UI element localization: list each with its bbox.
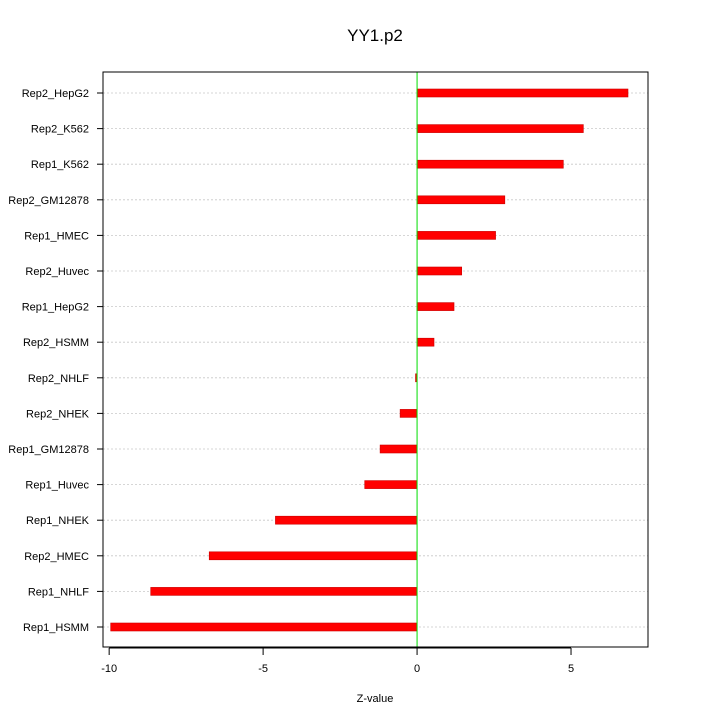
category-label: Rep1_Huvec [25,480,89,492]
bar-rep1-gm12878 [379,444,418,454]
category-label: Rep2_GM12878 [8,195,89,207]
category-label: Rep1_NHLF [28,586,89,598]
plot-frame [102,71,649,648]
category-label: Rep1_HepG2 [22,302,89,314]
chart-title: YY1.p2 [347,26,403,45]
bar-rep2-nhek [399,409,418,418]
category-label: Rep1_HSMM [23,622,89,634]
bar-layer [110,88,629,632]
category-label: Rep2_K562 [31,124,89,136]
bar-rep2-hsmm [416,337,435,347]
x-tick-label: 0 [414,663,420,675]
category-label: Rep1_HMEC [24,230,89,242]
bar-rep1-huvec [364,480,418,489]
x-tick-label: -5 [258,663,268,675]
bar-rep1-nhlf [150,587,418,596]
bar-rep2-hmec [208,551,418,561]
category-label: Rep2_HSMM [23,337,89,349]
x-tick-label: 5 [568,663,574,675]
category-label: Rep1_K562 [31,159,89,171]
x-axis: -10 -5 0 5 [101,647,574,675]
bar-rep2-gm12878 [416,195,506,205]
category-label: Rep2_HepG2 [22,88,89,100]
bar-rep2-hepg2 [416,88,629,98]
category-label: Rep2_Huvec [25,266,89,278]
category-label: Rep2_NHEK [26,408,90,420]
grid-layer [103,92,648,628]
bar-rep1-hmec [416,231,496,240]
category-label: Rep2_HMEC [24,551,89,563]
bar-rep1-nhek [275,515,418,525]
bar-rep1-hsmm [110,622,418,632]
category-labels: Rep2_HepG2 Rep2_K562 Rep1_K562 Rep2_GM12878… [8,88,103,634]
category-label: Rep1_NHEK [26,515,90,527]
category-label: Rep2_NHLF [28,373,89,385]
category-label: Rep1_GM12878 [8,444,89,456]
bar-rep2-k562 [416,124,584,133]
x-axis-label: Z-value [357,693,394,705]
bar-rep1-k562 [416,159,564,169]
bar-rep1-hepg2 [416,302,455,311]
bar-rep2-huvec [416,266,463,276]
x-tick-label: -10 [101,663,117,675]
